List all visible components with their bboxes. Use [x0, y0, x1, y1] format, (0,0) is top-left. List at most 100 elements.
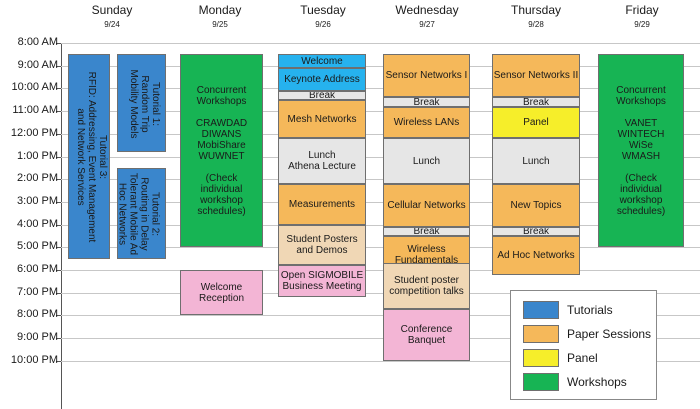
session-block-tue-welcome[interactable]: Welcome: [278, 54, 366, 68]
session-title: New Topics: [510, 199, 562, 211]
session-title: Wireless LANs: [393, 116, 460, 128]
time-axis-line: [61, 43, 62, 409]
time-tick: [56, 247, 61, 249]
time-tick: [56, 270, 61, 271]
grid-line: [61, 65, 700, 67]
day-name: Wednesday: [395, 3, 459, 17]
session-block-tue-posters[interactable]: Student Posters and Demos: [278, 224, 366, 266]
time-tick: [56, 43, 61, 44]
legend: Tutorials Paper Sessions Panel Workshops: [510, 290, 657, 400]
session-title: Lunch: [522, 155, 550, 167]
session-block-wed-wlan[interactable]: Wireless LANs: [383, 106, 470, 139]
session-block-wed-lunch[interactable]: Lunch: [383, 138, 470, 184]
session-block-sun-t2[interactable]: Tutorial 2: Routing in Delay Tolerant Mo…: [117, 167, 166, 259]
time-tick: [56, 224, 61, 226]
time-label: 5:00 PM: [17, 240, 58, 253]
time-label: 6:00 PM: [17, 263, 58, 275]
grid-line: [61, 43, 700, 44]
time-tick: [56, 133, 61, 135]
session-title: Measurements: [288, 198, 356, 210]
session-block-wed-sn1[interactable]: Sensor Networks I: [383, 54, 470, 98]
session-block-sun-t1[interactable]: Tutorial 1: Random Trip Mobility Models: [117, 54, 166, 152]
grid-line: [61, 338, 700, 340]
grid-line: [61, 315, 700, 317]
time-tick: [56, 201, 61, 203]
session-block-wed-cell[interactable]: Cellular Networks: [383, 183, 470, 227]
session-block-tue-lunch[interactable]: Lunch Athena Lecture: [278, 138, 366, 184]
time-label: 7:00 PM: [17, 285, 58, 298]
session-title: Panel: [523, 116, 549, 128]
time-tick: [56, 292, 61, 294]
time-label: 1:00 PM: [17, 149, 58, 162]
session-block-thu-new[interactable]: New Topics: [492, 183, 580, 227]
session-title: Tutorial 3: RFID: Addressing, Event Mana…: [75, 72, 109, 243]
session-block-tue-mesh[interactable]: Mesh Networks: [278, 99, 366, 139]
session-title: Concurrent Workshops CRAWDAD DIWANS Mobi…: [195, 84, 248, 217]
day-name: Thursday: [510, 3, 562, 17]
session-block-thu-break2[interactable]: Break: [492, 226, 580, 236]
session-block-tue-keynote[interactable]: Keynote Address: [278, 67, 366, 91]
session-title: Tutorial 2: Routing in Delay Tolerant Mo…: [117, 173, 161, 256]
time-tick: [56, 111, 61, 113]
time-tick: [56, 88, 61, 90]
session-block-mon-welcome[interactable]: Welcome Reception: [180, 270, 263, 316]
session-title: Student poster competition talks: [389, 274, 464, 297]
grid-line: [61, 179, 700, 181]
day-name: Tuesday: [300, 3, 346, 17]
session-title: Break: [522, 226, 550, 236]
session-title: Lunch Athena Lecture: [288, 150, 356, 173]
session-block-tue-break1[interactable]: Break: [278, 90, 366, 100]
grid-line: [61, 88, 700, 90]
time-tick: [56, 360, 61, 362]
session-block-thu-panel[interactable]: Panel: [492, 106, 580, 139]
time-label: 12:00 PM: [10, 126, 58, 139]
session-block-thu-adhoc[interactable]: Ad Hoc Networks: [492, 235, 580, 275]
grid-line: [61, 360, 700, 362]
session-title: Break: [413, 97, 440, 107]
time-tick: [56, 338, 61, 340]
session-block-thu-sn2[interactable]: Sensor Networks II: [492, 54, 580, 98]
session-block-tue-meas[interactable]: Measurements: [278, 183, 366, 225]
day-date: 9/24: [104, 20, 120, 29]
time-label: 11:00 AM: [12, 104, 58, 117]
session-title: Ad Hoc Networks: [497, 249, 575, 261]
day-date: 9/29: [634, 20, 650, 29]
legend-label: Tutorials: [567, 303, 613, 317]
time-label: 8:00 AM: [17, 36, 58, 48]
session-title: Break: [522, 97, 550, 107]
session-block-thu-break1[interactable]: Break: [492, 97, 580, 107]
legend-swatch-paper: [523, 325, 559, 343]
day-date: 9/25: [212, 20, 228, 29]
day-name: Friday: [625, 3, 659, 17]
grid-line: [61, 156, 700, 158]
grid-line: [61, 111, 700, 113]
time-label: 10:00 AM: [11, 81, 58, 94]
day-name: Sunday: [91, 3, 133, 17]
time-label: 8:00 PM: [17, 308, 58, 321]
session-block-wed-banquet[interactable]: Conference Banquet: [383, 308, 470, 361]
grid-line: [61, 247, 700, 249]
time-tick: [56, 179, 61, 181]
session-block-wed-break2[interactable]: Break: [383, 226, 470, 236]
session-title: Welcome: [301, 55, 343, 67]
session-block-sun-t3[interactable]: Tutorial 3: RFID: Addressing, Event Mana…: [68, 54, 110, 259]
time-tick: [56, 65, 61, 67]
time-tick: [56, 315, 61, 317]
grid-line: [61, 270, 700, 271]
day-date: 9/27: [419, 20, 435, 29]
legend-label: Paper Sessions: [567, 327, 652, 341]
session-block-mon-ws[interactable]: Concurrent Workshops CRAWDAD DIWANS Mobi…: [180, 54, 263, 248]
legend-swatch-panel: [523, 349, 559, 367]
session-block-tue-sig[interactable]: Open SIGMOBILE Business Meeting: [278, 265, 366, 298]
session-block-thu-lunch[interactable]: Lunch: [492, 138, 580, 184]
session-block-wed-break1[interactable]: Break: [383, 97, 470, 107]
session-block-fri-ws[interactable]: Concurrent Workshops VANET WINTECH WiSe …: [598, 54, 684, 248]
day-name: Monday: [198, 3, 242, 17]
session-title: Sensor Networks II: [493, 70, 579, 82]
session-title: Concurrent Workshops VANET WINTECH WiSe …: [616, 84, 666, 217]
session-block-wed-comp[interactable]: Student poster competition talks: [383, 263, 470, 309]
time-label: 9:00 AM: [17, 58, 58, 71]
session-title: Wireless Fundamentals: [394, 244, 459, 267]
day-date: 9/26: [315, 20, 331, 29]
grid-line: [61, 292, 700, 294]
